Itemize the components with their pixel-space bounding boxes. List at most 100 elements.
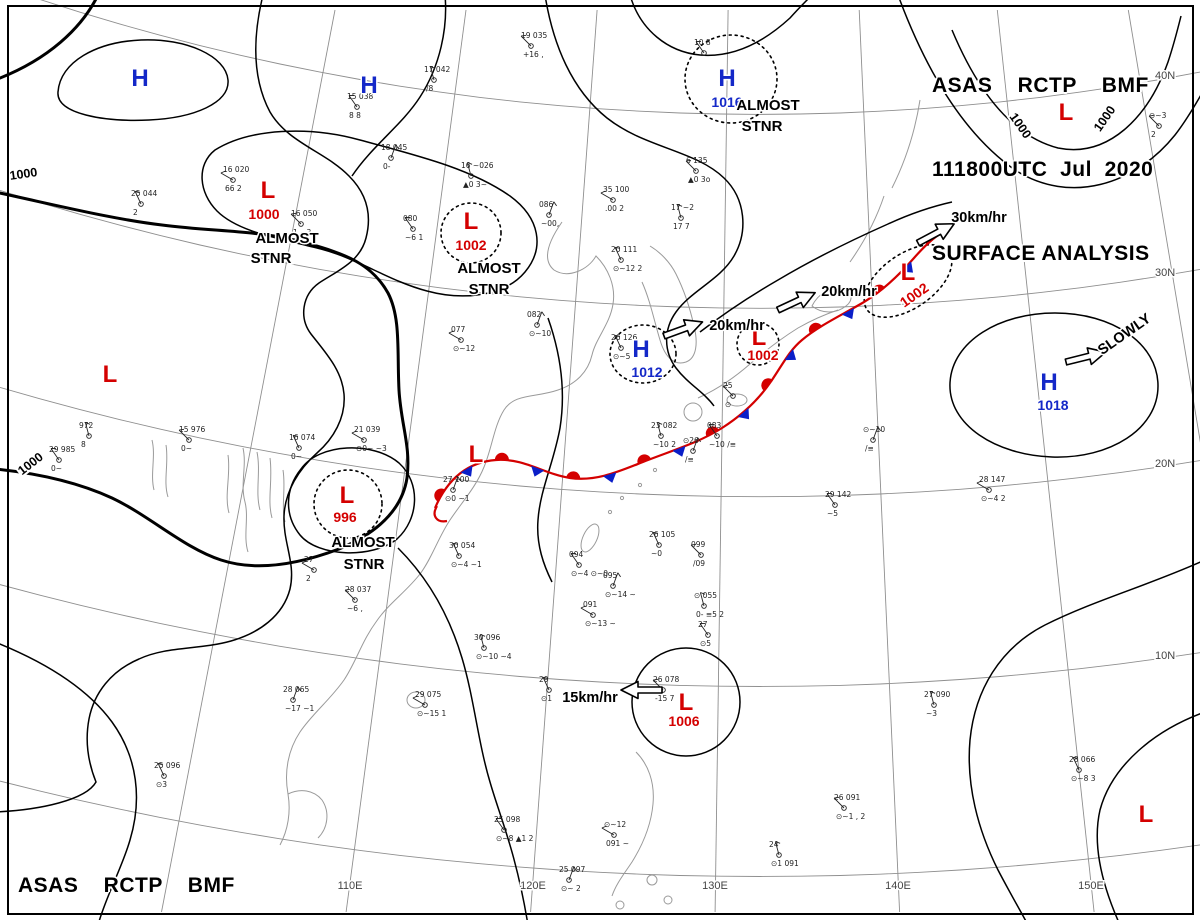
open-arrow-icon	[1064, 347, 1107, 366]
station-values: /≡	[685, 455, 694, 464]
motion-speed-label: 20km/hr	[821, 284, 877, 300]
station-values: 17 ~2	[671, 203, 694, 212]
pressure-value: 996	[333, 509, 357, 525]
station-plot: 091 ⊙~13 ~	[580, 600, 616, 628]
station-values: 26 126	[611, 333, 637, 342]
station-values: 28 037	[345, 585, 371, 594]
wind-barb	[452, 476, 459, 491]
station-plot: 15 976 0~	[178, 425, 205, 453]
longitude-line	[530, 9, 598, 913]
longitude-label: 120E	[520, 880, 546, 892]
latitude-label: 40N	[1155, 70, 1175, 82]
longitude-label: 110E	[338, 880, 363, 892]
pressure-value: 1000	[248, 206, 279, 222]
wind-barb	[612, 572, 619, 587]
motion-arrow: 20km/hr	[775, 283, 879, 314]
station-values: ~6 1	[405, 233, 423, 242]
station-plot: 15 038 8 8	[347, 92, 373, 120]
station-circle	[832, 502, 838, 508]
station-values: ⊙~12 2	[613, 264, 642, 273]
wind-barb	[614, 247, 622, 261]
station-values: .00 2	[605, 204, 624, 213]
wind-barb	[656, 422, 662, 437]
coastline-luzon	[611, 751, 654, 897]
wind-barb-tick	[691, 543, 697, 546]
wind-barb-tick	[697, 437, 701, 443]
pressure-value: 1006	[668, 713, 699, 729]
coastline-japan-honshu	[697, 309, 839, 399]
chart-type-top: SURFACE ANALYSIS	[932, 242, 1150, 265]
coastline-hokkaido	[811, 287, 852, 313]
station-circle	[161, 773, 167, 779]
station-plot: 28 147 ⊙~4 2	[976, 475, 1006, 503]
station-values: 20 111	[611, 245, 637, 254]
wind-barb-tick	[976, 480, 982, 484]
wind-barb	[157, 763, 165, 777]
isobar	[630, 0, 809, 57]
cold-front-symbol	[531, 465, 545, 477]
station-values: 0~	[181, 444, 192, 453]
wind-barb	[412, 697, 426, 706]
wind-barb	[690, 544, 702, 556]
station-values: 21 039	[354, 425, 380, 434]
movement-note: ALMOST	[457, 260, 520, 277]
station-plot: 16 050 1 ~3	[290, 209, 317, 237]
wind-barb	[134, 191, 142, 205]
wind-barb	[600, 192, 614, 201]
wind-barb	[292, 435, 300, 449]
station-values: 25 098	[494, 815, 520, 824]
station-values: -15 7	[655, 694, 675, 703]
wind-barb-tick	[580, 605, 586, 609]
latitude-line	[0, 584, 1200, 687]
station-values: 10 8	[694, 38, 711, 47]
station-plot: 30 096 ⊙~10 ~4	[474, 633, 512, 661]
pressure-value: 1018	[1037, 397, 1068, 413]
motion-arrow: 15km/hr	[561, 680, 663, 708]
wind-barb	[699, 592, 705, 607]
station-circle	[590, 612, 596, 618]
station-circle	[986, 487, 992, 493]
station-circle	[701, 603, 707, 609]
station-values: 30 054	[449, 541, 475, 550]
wind-barb	[520, 35, 532, 47]
station-circle	[1076, 767, 1082, 773]
station-values: ⊙ 055	[694, 591, 717, 600]
station-values: ⊙~ 2	[561, 884, 581, 893]
station-values: ⊙3	[156, 780, 167, 789]
motion-speed-label: 15km/hr	[562, 690, 618, 706]
coastline-taiwan	[580, 523, 600, 553]
longitude-label: 150E	[1078, 880, 1104, 892]
terrain-contour	[242, 447, 249, 553]
pressure-symbol: L	[464, 208, 479, 235]
station-values: 26 105	[649, 530, 675, 539]
station-plot: 083 ~10 /≡	[707, 421, 736, 449]
station-circle	[611, 832, 617, 838]
isobar-bold-topleft	[0, 0, 98, 80]
station-values: 25 044	[131, 189, 157, 198]
wind-barb-tick	[617, 572, 621, 578]
station-values: 2	[1151, 130, 1156, 139]
station-circle	[618, 257, 624, 263]
low-pressure-center: L	[1057, 98, 1075, 128]
station-values: ⊙	[725, 400, 731, 409]
product-id-bottom: ASAS RCTP BMF	[18, 874, 235, 897]
dotted-outline-low-1002-west	[440, 202, 502, 264]
station-plot: ⊙~3 2	[1148, 111, 1167, 139]
terrain-contour	[151, 439, 155, 491]
front-west-tail	[433, 505, 448, 523]
movement-note: ALMOST	[736, 97, 799, 114]
station-plot: 29 985 0~	[49, 445, 75, 473]
station-plot: 23 082 ~10 2	[651, 421, 677, 449]
station-plot: 17 042/8	[424, 65, 450, 93]
isobar	[1096, 713, 1200, 920]
latitude-label: 30N	[1155, 267, 1175, 279]
station-plot: 16 020 66 2	[220, 165, 249, 193]
wind-barb	[774, 841, 780, 856]
station-circle	[610, 197, 616, 203]
coastline-ryukyu-island	[652, 467, 658, 473]
station-circle	[1156, 123, 1162, 129]
